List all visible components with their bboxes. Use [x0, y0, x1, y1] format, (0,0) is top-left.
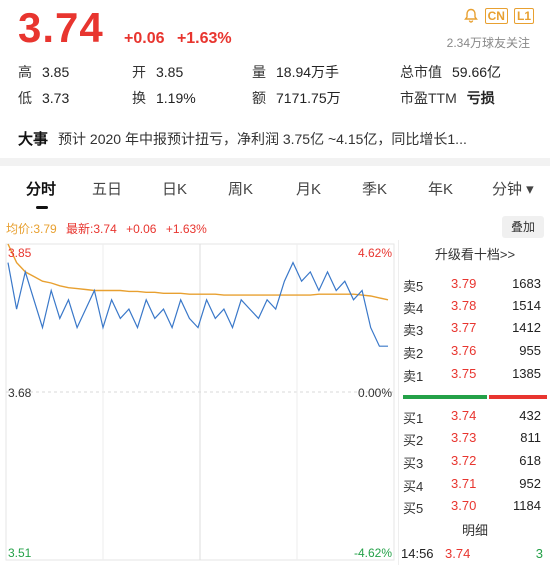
stat-volume: 量 18.94万手	[252, 64, 340, 80]
bid-row: 买4 3.71 952	[403, 476, 541, 494]
order-book: 升级看十档>> 卖5 3.79 1683 卖4 3.78 1514 卖3 3.77 1412…	[398, 240, 550, 565]
level-badge-l1[interactable]: L1	[513, 8, 534, 24]
ask-row: 卖1 3.75 1385	[403, 366, 541, 384]
average-price-line	[7, 243, 389, 301]
price-line	[7, 261, 388, 347]
intraday-chart-svg	[5, 243, 395, 561]
change-percent: +1.63%	[176, 30, 232, 47]
bid-row: 买2 3.73 811	[403, 430, 541, 448]
trade-detail-tab[interactable]: 明细	[461, 523, 488, 538]
change-value: +0.06	[124, 30, 165, 47]
series-layer	[7, 243, 389, 347]
bid-row: 买3 3.72 618	[403, 453, 541, 471]
legend-latest: 最新:3.74	[66, 222, 117, 236]
stat-market-cap: 总市值 59.66亿	[400, 64, 502, 80]
major-event-news[interactable]: 大事 预计 2020 年中报预计扭亏，净利润 3.75亿 ~4.15亿，同比增长1…	[18, 128, 538, 149]
price-change: +0.06 +1.63%	[124, 30, 240, 48]
tab-quarterly-k[interactable]: 季K	[362, 181, 388, 198]
legend-average: 均价:3.79	[6, 222, 57, 236]
tab-monthly-k[interactable]: 月K	[296, 181, 322, 198]
tab-five-day[interactable]: 五日	[92, 181, 123, 198]
y-pct-low: -4.62%	[353, 546, 392, 560]
tab-intraday[interactable]: 分时	[26, 181, 57, 198]
y-pct-mid: 0.00%	[357, 386, 392, 400]
ask-row: 卖3 3.77 1412	[403, 320, 541, 338]
y-label-high: 3.85	[8, 246, 32, 260]
followers-count: 2.34万球友关注	[446, 36, 530, 50]
ask-row: 卖5 3.79 1683	[403, 276, 541, 294]
bid-row: 买5 3.70 1184	[403, 498, 541, 516]
section-divider	[0, 158, 550, 166]
tab-yearly-k[interactable]: 年K	[428, 181, 454, 198]
y-label-mid: 3.68	[8, 386, 32, 400]
stat-amount: 额 7171.75万	[252, 90, 341, 106]
legend-change: +0.06	[126, 222, 157, 236]
y-label-low: 3.51	[8, 546, 32, 560]
news-label: 大事	[18, 131, 49, 148]
legend-change-pct: +1.63%	[165, 222, 207, 236]
stat-high: 高 3.85	[18, 64, 70, 80]
stat-turnover: 换 1.19%	[132, 90, 196, 106]
news-text: 预计 2020 年中报预计扭亏，净利润 3.75亿 ~4.15亿，同比增长1..…	[58, 131, 467, 147]
chart-period-tabs: 分时 五日 日K 周K 月K 季K 年K 分钟 ▾	[0, 172, 550, 212]
bid-ask-ratio-bar	[403, 395, 547, 399]
market-badge-cn[interactable]: CN	[484, 8, 508, 24]
header-badges: CN L1	[463, 8, 534, 24]
ask-row: 卖4 3.78 1514	[403, 298, 541, 316]
tab-minute[interactable]: 分钟 ▾	[492, 181, 534, 198]
chart-legend: 均价:3.79 最新:3.74 +0.06 +1.63%	[6, 220, 207, 237]
stat-open: 开 3.85	[132, 64, 184, 80]
tab-weekly-k[interactable]: 周K	[228, 181, 254, 198]
bid-row: 买1 3.74 432	[403, 408, 541, 426]
quote-header: 3.74 +0.06 +1.63% CN L1 2.34万球友关注	[0, 0, 550, 56]
overlay-button[interactable]: 叠加	[502, 216, 544, 238]
upgrade-ten-levels-link[interactable]: 升级看十档>>	[434, 247, 516, 262]
bell-icon[interactable]	[463, 8, 479, 24]
tab-daily-k[interactable]: 日K	[162, 181, 188, 198]
active-tab-indicator	[36, 206, 48, 209]
stat-pe-ttm: 市盈TTM 亏损	[400, 90, 495, 106]
stat-low: 低 3.73	[18, 90, 70, 106]
y-pct-high: 4.62%	[357, 246, 392, 260]
last-price: 3.74	[18, 4, 104, 51]
ask-row: 卖2 3.76 955	[403, 343, 541, 361]
intraday-chart[interactable]: 3.85 3.68 3.51 4.62% 0.00% -4.62%	[0, 240, 398, 565]
stats-grid: 高 3.85 开 3.85 量 18.94万手 总市值 59.66亿 低 3.73 换 1.…	[0, 58, 550, 114]
